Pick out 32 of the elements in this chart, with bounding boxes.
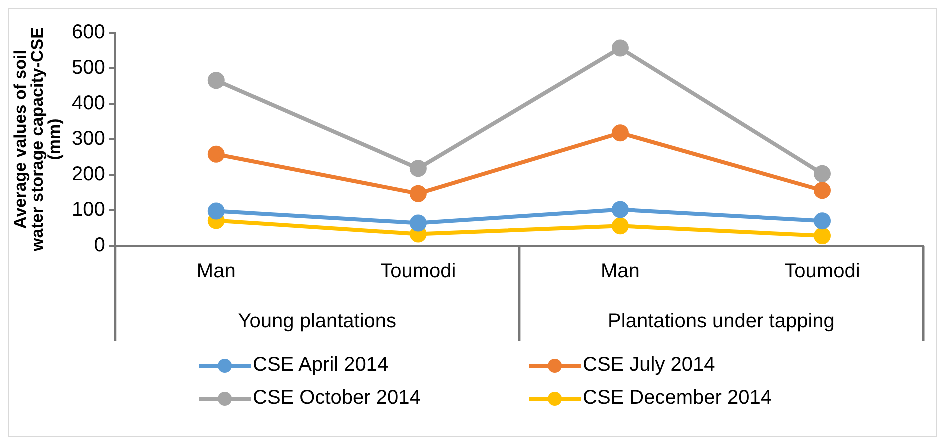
point xyxy=(814,228,831,245)
text: Plantations under tapping xyxy=(608,310,835,333)
point xyxy=(612,124,629,142)
x-tick-label: Man xyxy=(601,260,640,283)
legend-label: CSE July 2014 xyxy=(583,354,716,377)
point xyxy=(208,72,225,90)
point xyxy=(208,202,225,220)
point xyxy=(208,146,225,163)
point xyxy=(410,185,427,202)
y-tick-label: 200 xyxy=(72,164,106,186)
point xyxy=(410,214,427,232)
y-tick-label: 100 xyxy=(72,199,106,222)
y-axis-title: Average values of soil water storage capacity-CSE (mm) xyxy=(11,28,64,252)
point xyxy=(410,160,427,178)
y-tick-label: 300 xyxy=(72,128,106,150)
y-tick-label: 400 xyxy=(72,92,106,115)
x-tick-label: Man xyxy=(196,260,236,283)
y-tick-label: 500 xyxy=(72,57,106,80)
point xyxy=(612,40,629,57)
y-tick-label: 0 xyxy=(94,234,106,257)
point xyxy=(814,182,831,200)
point xyxy=(612,218,629,235)
text: Young plantations xyxy=(238,310,397,333)
point xyxy=(612,201,629,218)
x-tick-label: Toumodi xyxy=(380,260,456,283)
legend-label: CSE December 2014 xyxy=(583,387,772,410)
point xyxy=(814,212,831,230)
y-tick-label: 600 xyxy=(72,22,106,44)
legend-label: CSE April 2014 xyxy=(253,354,389,377)
legend-label: CSE October 2014 xyxy=(253,387,421,410)
point xyxy=(814,165,831,182)
x-tick-label: Toumodi xyxy=(784,260,860,283)
